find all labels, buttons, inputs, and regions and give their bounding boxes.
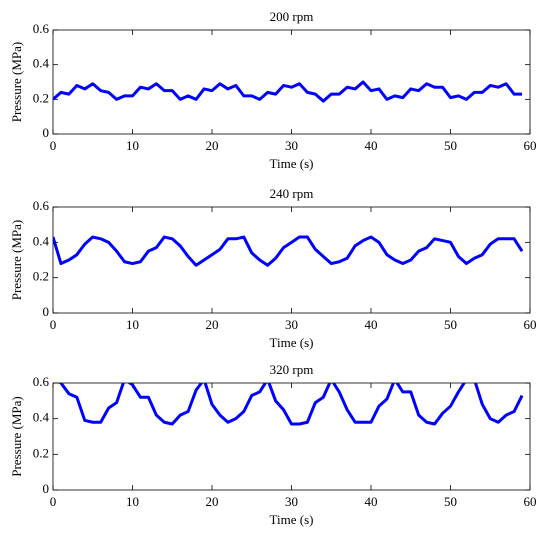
x-tick-label: 50 [444, 317, 457, 332]
plot-area [52, 29, 531, 135]
y-tick-label: 0 [43, 125, 50, 140]
x-axis-label: Time (s) [270, 335, 314, 350]
chart-title: 200 rpm [270, 9, 314, 24]
x-tick-label: 40 [365, 138, 378, 153]
x-tick-label: 0 [50, 494, 57, 509]
data-line [53, 235, 524, 267]
y-tick-label: 0.2 [33, 269, 49, 284]
y-axis-label: Pressure (MPa) [9, 396, 24, 477]
y-tick-label: 0.4 [33, 56, 50, 71]
chart-title: 240 rpm [270, 186, 314, 201]
x-tick-label: 20 [206, 138, 219, 153]
x-tick-label: 10 [126, 138, 139, 153]
panel: 0 0.2 0.4 0.6 0 10 20 30 40 50 60 240 rpm Time (s) Pr… [9, 186, 537, 350]
y-tick-label: 0 [43, 481, 50, 496]
x-tick-label: 20 [206, 494, 219, 509]
y-tick-label: 0.6 [33, 21, 50, 36]
x-tick-label: 30 [285, 317, 298, 332]
y-tick-label: 0.2 [33, 445, 49, 460]
x-tick-label: 10 [126, 317, 139, 332]
x-axis-label: Time (s) [270, 512, 314, 527]
x-axis-label: Time (s) [270, 156, 314, 171]
x-tick-label: 10 [126, 494, 139, 509]
x-tick-label: 30 [285, 138, 298, 153]
y-axis-label: Pressure (MPa) [9, 220, 24, 301]
y-tick-label: 0.4 [33, 233, 50, 248]
panel: 0 0.2 0.4 0.6 0 10 20 30 40 50 60 200 rpm Time (s) Pr… [9, 9, 537, 171]
x-tick-label: 0 [50, 138, 57, 153]
y-tick-label: 0.6 [33, 198, 50, 213]
x-tick-label: 60 [524, 138, 537, 153]
data-line [53, 80, 523, 103]
x-tick-label: 50 [444, 138, 457, 153]
x-tick-label: 40 [365, 317, 378, 332]
data-line [57, 383, 524, 426]
y-tick-label: 0.6 [33, 374, 50, 389]
y-tick-label: 0.4 [33, 410, 50, 425]
y-tick-label: 0.2 [33, 90, 49, 105]
x-tick-label: 60 [524, 317, 537, 332]
chart-title: 320 rpm [270, 362, 314, 377]
x-tick-label: 60 [524, 494, 537, 509]
x-tick-label: 20 [206, 317, 219, 332]
x-tick-label: 50 [444, 494, 457, 509]
x-tick-label: 40 [365, 494, 378, 509]
plot-area [52, 206, 531, 314]
y-axis-label: Pressure (MPa) [9, 42, 24, 123]
x-tick-label: 0 [50, 317, 57, 332]
y-tick-label: 0 [43, 304, 50, 319]
x-tick-label: 30 [285, 494, 298, 509]
plot-area [52, 382, 531, 491]
panel: 0 0.2 0.4 0.6 0 10 20 30 40 50 60 320 rpm Time (s) Pr… [9, 362, 537, 527]
